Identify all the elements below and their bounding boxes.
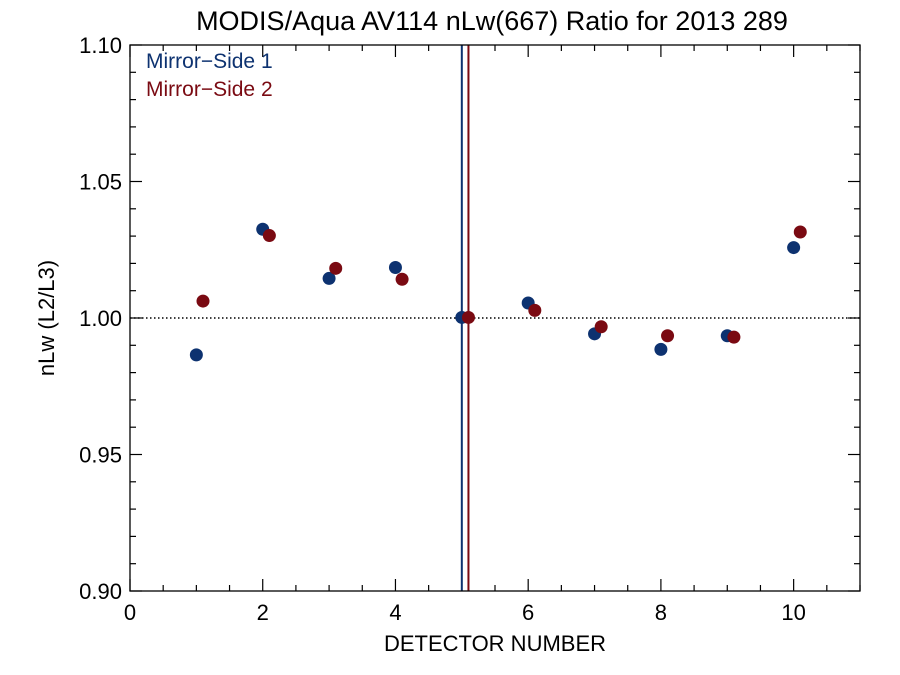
data-point-series-2: [528, 303, 542, 317]
data-point-series-2: [793, 225, 807, 239]
legend-mirror-side-1: Mirror−Side 1: [146, 50, 273, 73]
x-tick-label: 6: [522, 600, 534, 625]
data-point-series-2: [727, 330, 741, 344]
y-tick-label: 0.95: [79, 443, 122, 468]
x-tick-label: 10: [781, 600, 805, 625]
x-tick-label: 0: [124, 600, 136, 625]
data-point-series-1: [654, 342, 668, 356]
data-point-series-2: [594, 320, 608, 334]
data-point-series-1: [388, 260, 402, 274]
y-tick-label: 1.05: [79, 170, 122, 195]
x-axis-label: DETECTOR NUMBER: [384, 631, 606, 656]
y-tick-label: 1.10: [79, 33, 122, 58]
data-point-series-2: [461, 310, 475, 324]
data-point-series-2: [329, 261, 343, 275]
x-tick-label: 4: [389, 600, 401, 625]
marks-layer: [130, 45, 860, 591]
y-axis-label: nLw (L2/L3): [34, 260, 59, 376]
chart-title: MODIS/Aqua AV114 nLw(667) Ratio for 2013…: [196, 6, 788, 36]
data-point-series-2: [262, 229, 276, 243]
data-point-series-2: [395, 272, 409, 286]
data-point-series-2: [196, 294, 210, 308]
y-tick-label: 1.00: [79, 306, 122, 331]
data-point-series-1: [189, 348, 203, 362]
data-point-series-1: [322, 271, 336, 285]
x-tick-label: 2: [257, 600, 269, 625]
plot-frame: [129, 44, 861, 592]
x-tick-label: 8: [655, 600, 667, 625]
data-point-series-1: [787, 241, 801, 255]
axes-layer: 0 2 4 6 8 10 0.90 0.95 1.00 1.05 1.10: [79, 33, 861, 625]
y-tick-label: 0.90: [79, 579, 122, 604]
legend-mirror-side-2: Mirror−Side 2: [146, 78, 273, 101]
data-point-series-2: [661, 329, 675, 343]
